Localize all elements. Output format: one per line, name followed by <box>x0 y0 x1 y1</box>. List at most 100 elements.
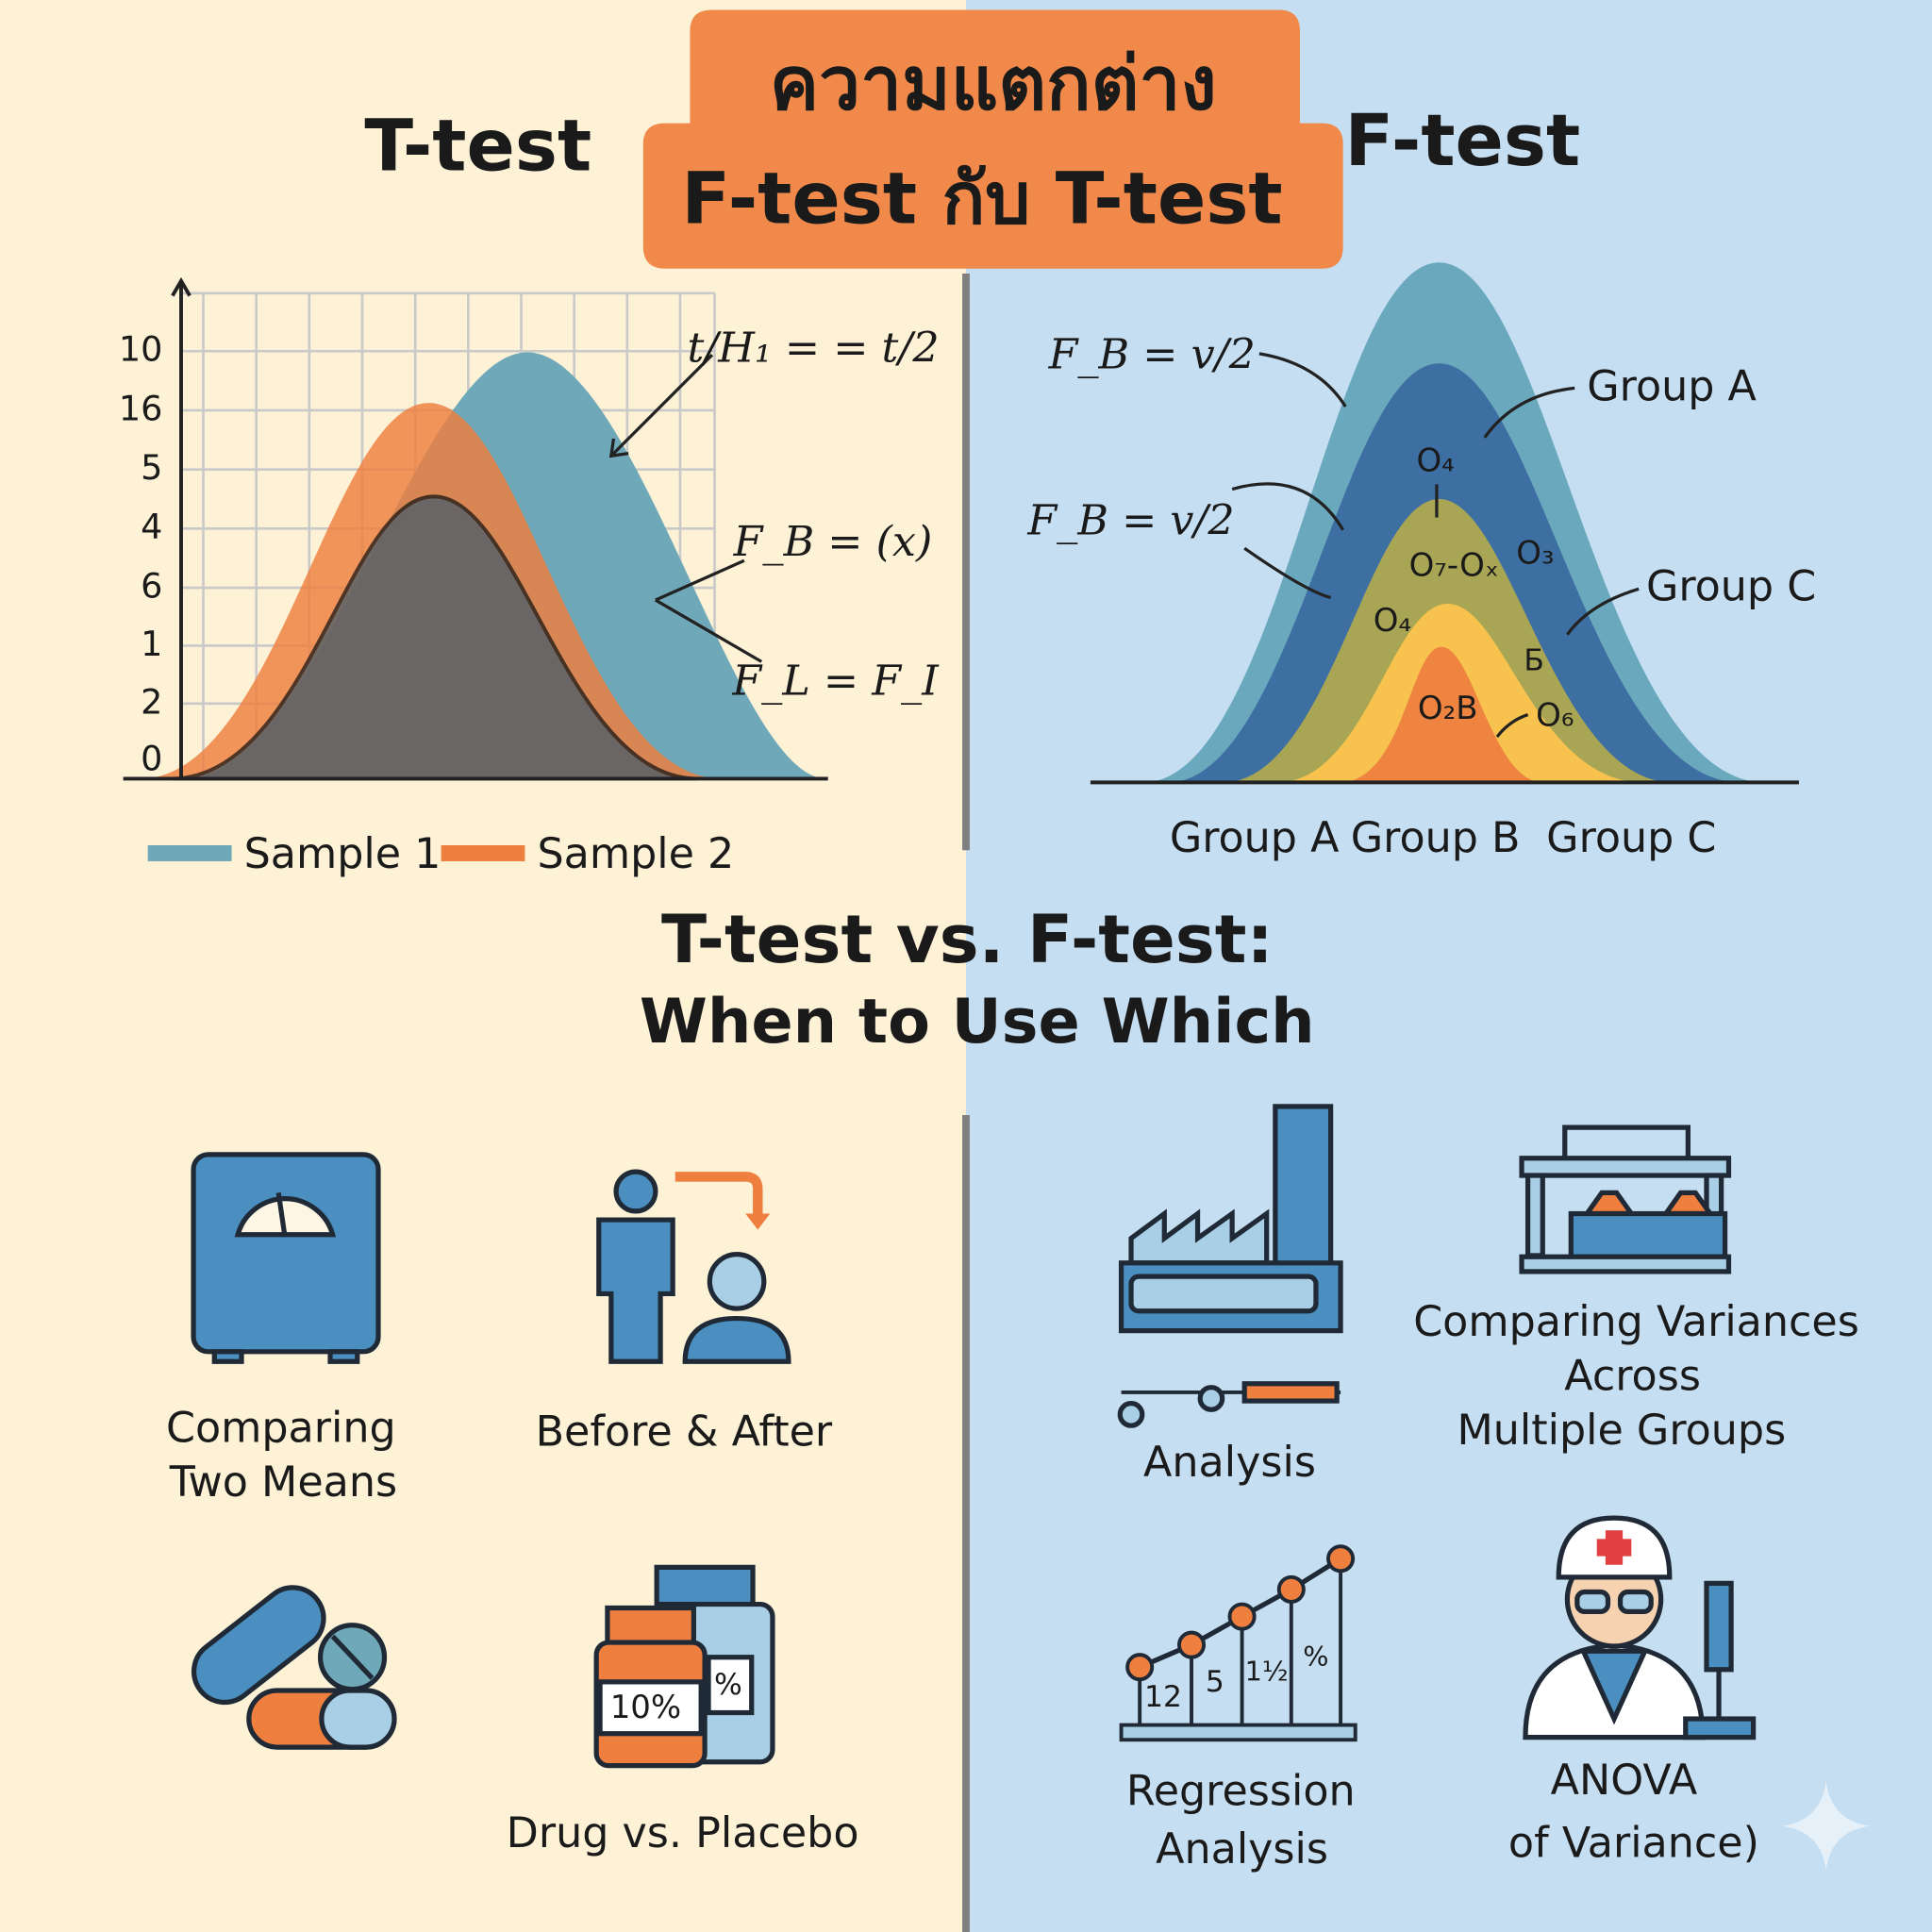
inner-label: O₆ <box>1536 697 1574 735</box>
icon-part <box>1241 1381 1340 1404</box>
icon-part <box>211 1349 244 1364</box>
icon-part <box>1276 1574 1306 1604</box>
panel-heading: T-test <box>364 104 591 187</box>
icon-part <box>1243 546 1332 600</box>
formula: F_B = v/2 <box>1048 330 1256 378</box>
icon-part <box>1568 1210 1728 1259</box>
formula: F_B = (x) <box>733 518 933 566</box>
icon-part <box>1273 1104 1334 1270</box>
icon-part <box>1704 1580 1734 1673</box>
factory-icon <box>1117 1104 1343 1428</box>
title-line: F-test กับ T-test <box>681 157 1282 240</box>
icon-part <box>191 1585 326 1706</box>
use-label: ANOVA <box>1551 1757 1698 1805</box>
inner-label: O₂B <box>1418 690 1478 727</box>
icon-part <box>1117 1401 1145 1428</box>
icon-part <box>1519 1254 1732 1274</box>
icon-part <box>707 1252 767 1311</box>
icon-part <box>1519 1156 1732 1178</box>
inner-label: O₄ <box>1374 602 1411 640</box>
icon-text: 1½ <box>1245 1656 1289 1688</box>
axis-label: 5 <box>141 447 162 488</box>
use-label: Across <box>1564 1353 1701 1401</box>
icon-part <box>234 1196 337 1238</box>
inner-label: O₇-Oₓ <box>1409 546 1499 584</box>
bottles-icon <box>593 1564 775 1769</box>
icon-part <box>1683 1716 1757 1740</box>
axis-label: 4 <box>141 507 162 547</box>
icon-part <box>327 1349 360 1364</box>
icon-part <box>1566 587 1640 636</box>
icon-part <box>597 1679 704 1737</box>
icon-part <box>745 1213 771 1230</box>
group-label: Group A <box>1587 363 1757 411</box>
axis-label: 2 <box>141 681 162 722</box>
inner-label: Б <box>1524 643 1544 677</box>
scale-icon <box>191 1152 381 1364</box>
formula: t/H₁ = = t/2 <box>688 325 940 373</box>
x-label: Group B <box>1351 814 1521 862</box>
icon-part <box>319 1688 397 1750</box>
icon-part <box>1177 1630 1207 1659</box>
use-label: of Variance) <box>1508 1820 1759 1868</box>
section-heading: When to Use Which <box>640 986 1315 1058</box>
icon-part <box>1524 1173 1545 1258</box>
layer-core <box>1342 646 1541 783</box>
icon-part <box>655 558 745 602</box>
use-label: Two Means <box>169 1458 397 1507</box>
icon-text: % <box>1303 1641 1328 1673</box>
x-label: Group A <box>1170 814 1340 862</box>
icon-part <box>706 1655 755 1716</box>
sparkle <box>1781 1780 1871 1871</box>
inner-label: O₃ <box>1516 534 1554 572</box>
icon-part <box>1128 1274 1319 1314</box>
icon-part <box>171 276 192 297</box>
icon-part <box>191 1152 381 1355</box>
use-label: Comparing <box>166 1404 396 1452</box>
icon-part <box>613 1169 658 1214</box>
icon-part <box>1562 1124 1690 1158</box>
icon-part <box>1128 1208 1270 1266</box>
legend-label: Sample 2 <box>537 830 734 878</box>
legend-swatch <box>147 845 232 861</box>
axes <box>123 276 828 781</box>
before-after-icon <box>596 1169 791 1364</box>
left-background <box>0 0 966 1932</box>
icon-part <box>330 1634 375 1680</box>
icon-part <box>1258 352 1347 408</box>
section-heading: T-test vs. F-test: <box>661 901 1274 978</box>
axis-label: 0 <box>141 738 162 778</box>
overlap-curve <box>172 494 697 781</box>
icon-part <box>654 1564 756 1607</box>
icon-part <box>1574 1589 1611 1615</box>
icon-part <box>1227 1602 1257 1631</box>
title-line: ความแตกต่าง <box>770 42 1217 127</box>
icon-part <box>1579 1648 1649 1725</box>
annotation-arrows <box>608 354 763 663</box>
group-label: Group C <box>1646 562 1816 610</box>
icon-part <box>1596 1539 1632 1557</box>
icon-part <box>1125 1653 1155 1682</box>
icon-part <box>1495 713 1529 739</box>
use-label: Analysis <box>1143 1439 1316 1487</box>
icon-text: 10% <box>610 1689 681 1726</box>
icon-part <box>596 1217 675 1364</box>
axis-label: 10 <box>119 329 163 370</box>
icon-text: % <box>714 1668 742 1702</box>
annotation-lines <box>1231 352 1640 739</box>
axis-label: 16 <box>119 388 163 428</box>
inner-label: O₄ <box>1416 441 1454 479</box>
icon-part <box>1197 1385 1225 1412</box>
icon-part <box>682 1315 791 1364</box>
icon-part <box>1483 386 1575 439</box>
legend-label: Sample 1 <box>244 830 441 878</box>
use-label: Comparing Variances <box>1413 1298 1859 1346</box>
icon-part <box>1231 482 1345 531</box>
axis-label: 1 <box>141 624 162 664</box>
title-box <box>642 9 1343 269</box>
pills-icon <box>191 1585 397 1750</box>
icon-part <box>609 354 714 458</box>
icon-part <box>655 598 763 663</box>
panel-heading: F-test <box>1344 99 1580 182</box>
